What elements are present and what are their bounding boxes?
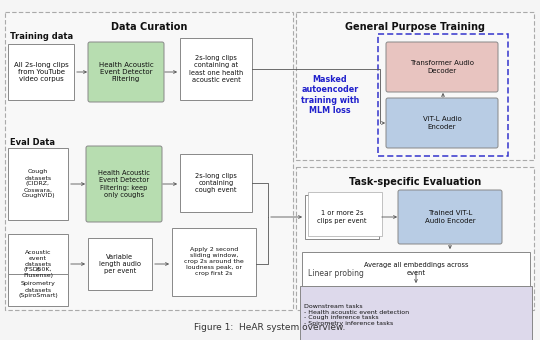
Text: Task-specific Evaluation: Task-specific Evaluation [349,177,481,187]
Text: General Purpose Training: General Purpose Training [345,22,485,32]
Text: Linear probing: Linear probing [308,270,364,278]
Text: Trained ViT-L
Audio Encoder: Trained ViT-L Audio Encoder [424,210,475,224]
Text: ViT-L Audio
Encoder: ViT-L Audio Encoder [423,116,461,130]
Text: Figure 1:  HeAR system overview.: Figure 1: HeAR system overview. [194,323,346,332]
FancyBboxPatch shape [88,42,164,102]
FancyBboxPatch shape [386,42,498,92]
Text: Training data: Training data [10,32,73,41]
Text: Eval Data: Eval Data [10,138,55,147]
FancyBboxPatch shape [8,234,68,294]
Text: Spirometry
datasets
(SpiroSmart): Spirometry datasets (SpiroSmart) [18,282,58,299]
FancyBboxPatch shape [5,12,293,310]
FancyBboxPatch shape [300,286,532,340]
FancyBboxPatch shape [8,148,68,220]
Text: Variable
length audio
per event: Variable length audio per event [99,254,141,274]
FancyBboxPatch shape [86,146,162,222]
Text: Cough
datasets
(CIDRZ,
Coswara,
CoughVID): Cough datasets (CIDRZ, Coswara, CoughVID… [21,170,55,199]
FancyBboxPatch shape [8,44,74,100]
Text: 2s-long clips
containing
cough event: 2s-long clips containing cough event [195,173,237,193]
Text: Health Acoustic
Event Detector
Filtering: Health Acoustic Event Detector Filtering [99,62,153,82]
FancyBboxPatch shape [180,38,252,100]
FancyBboxPatch shape [311,189,385,233]
FancyBboxPatch shape [305,195,379,239]
Text: Downstream tasks
- Health acoustic event detection
- Cough inference tasks
- Spi: Downstream tasks - Health acoustic event… [304,304,409,326]
FancyBboxPatch shape [8,274,68,306]
Text: Data Curation: Data Curation [111,22,187,32]
Text: Masked
autoencoder
training with
MLM loss: Masked autoencoder training with MLM los… [301,75,359,115]
Text: 1 or more 2s
clips per event: 1 or more 2s clips per event [318,210,367,224]
FancyBboxPatch shape [180,154,252,212]
Text: All 2s-long clips
from YouTube
video corpus: All 2s-long clips from YouTube video cor… [14,62,69,82]
FancyBboxPatch shape [302,252,530,286]
Text: 2s-long clips
containing at
least one health
acoustic event: 2s-long clips containing at least one he… [189,55,243,83]
Text: Average all embeddings across
event: Average all embeddings across event [364,262,468,276]
Text: Health Acoustic
Event Detector
Filtering: keep
only coughs: Health Acoustic Event Detector Filtering… [98,170,150,198]
FancyBboxPatch shape [398,190,502,244]
FancyBboxPatch shape [88,238,152,290]
FancyBboxPatch shape [386,98,498,148]
FancyBboxPatch shape [172,228,256,296]
Text: Acoustic
event
datasets
(FSD50K,
Flusense): Acoustic event datasets (FSD50K, Flusens… [23,250,53,278]
Text: Transformer Audio
Decoder: Transformer Audio Decoder [410,61,474,74]
FancyBboxPatch shape [296,12,534,160]
Text: Apply 2 second
sliding window,
crop 2s around the
loudness peak, or
crop first 2: Apply 2 second sliding window, crop 2s a… [184,248,244,276]
FancyBboxPatch shape [308,192,382,236]
FancyBboxPatch shape [296,167,534,310]
Bar [378,34,508,156]
